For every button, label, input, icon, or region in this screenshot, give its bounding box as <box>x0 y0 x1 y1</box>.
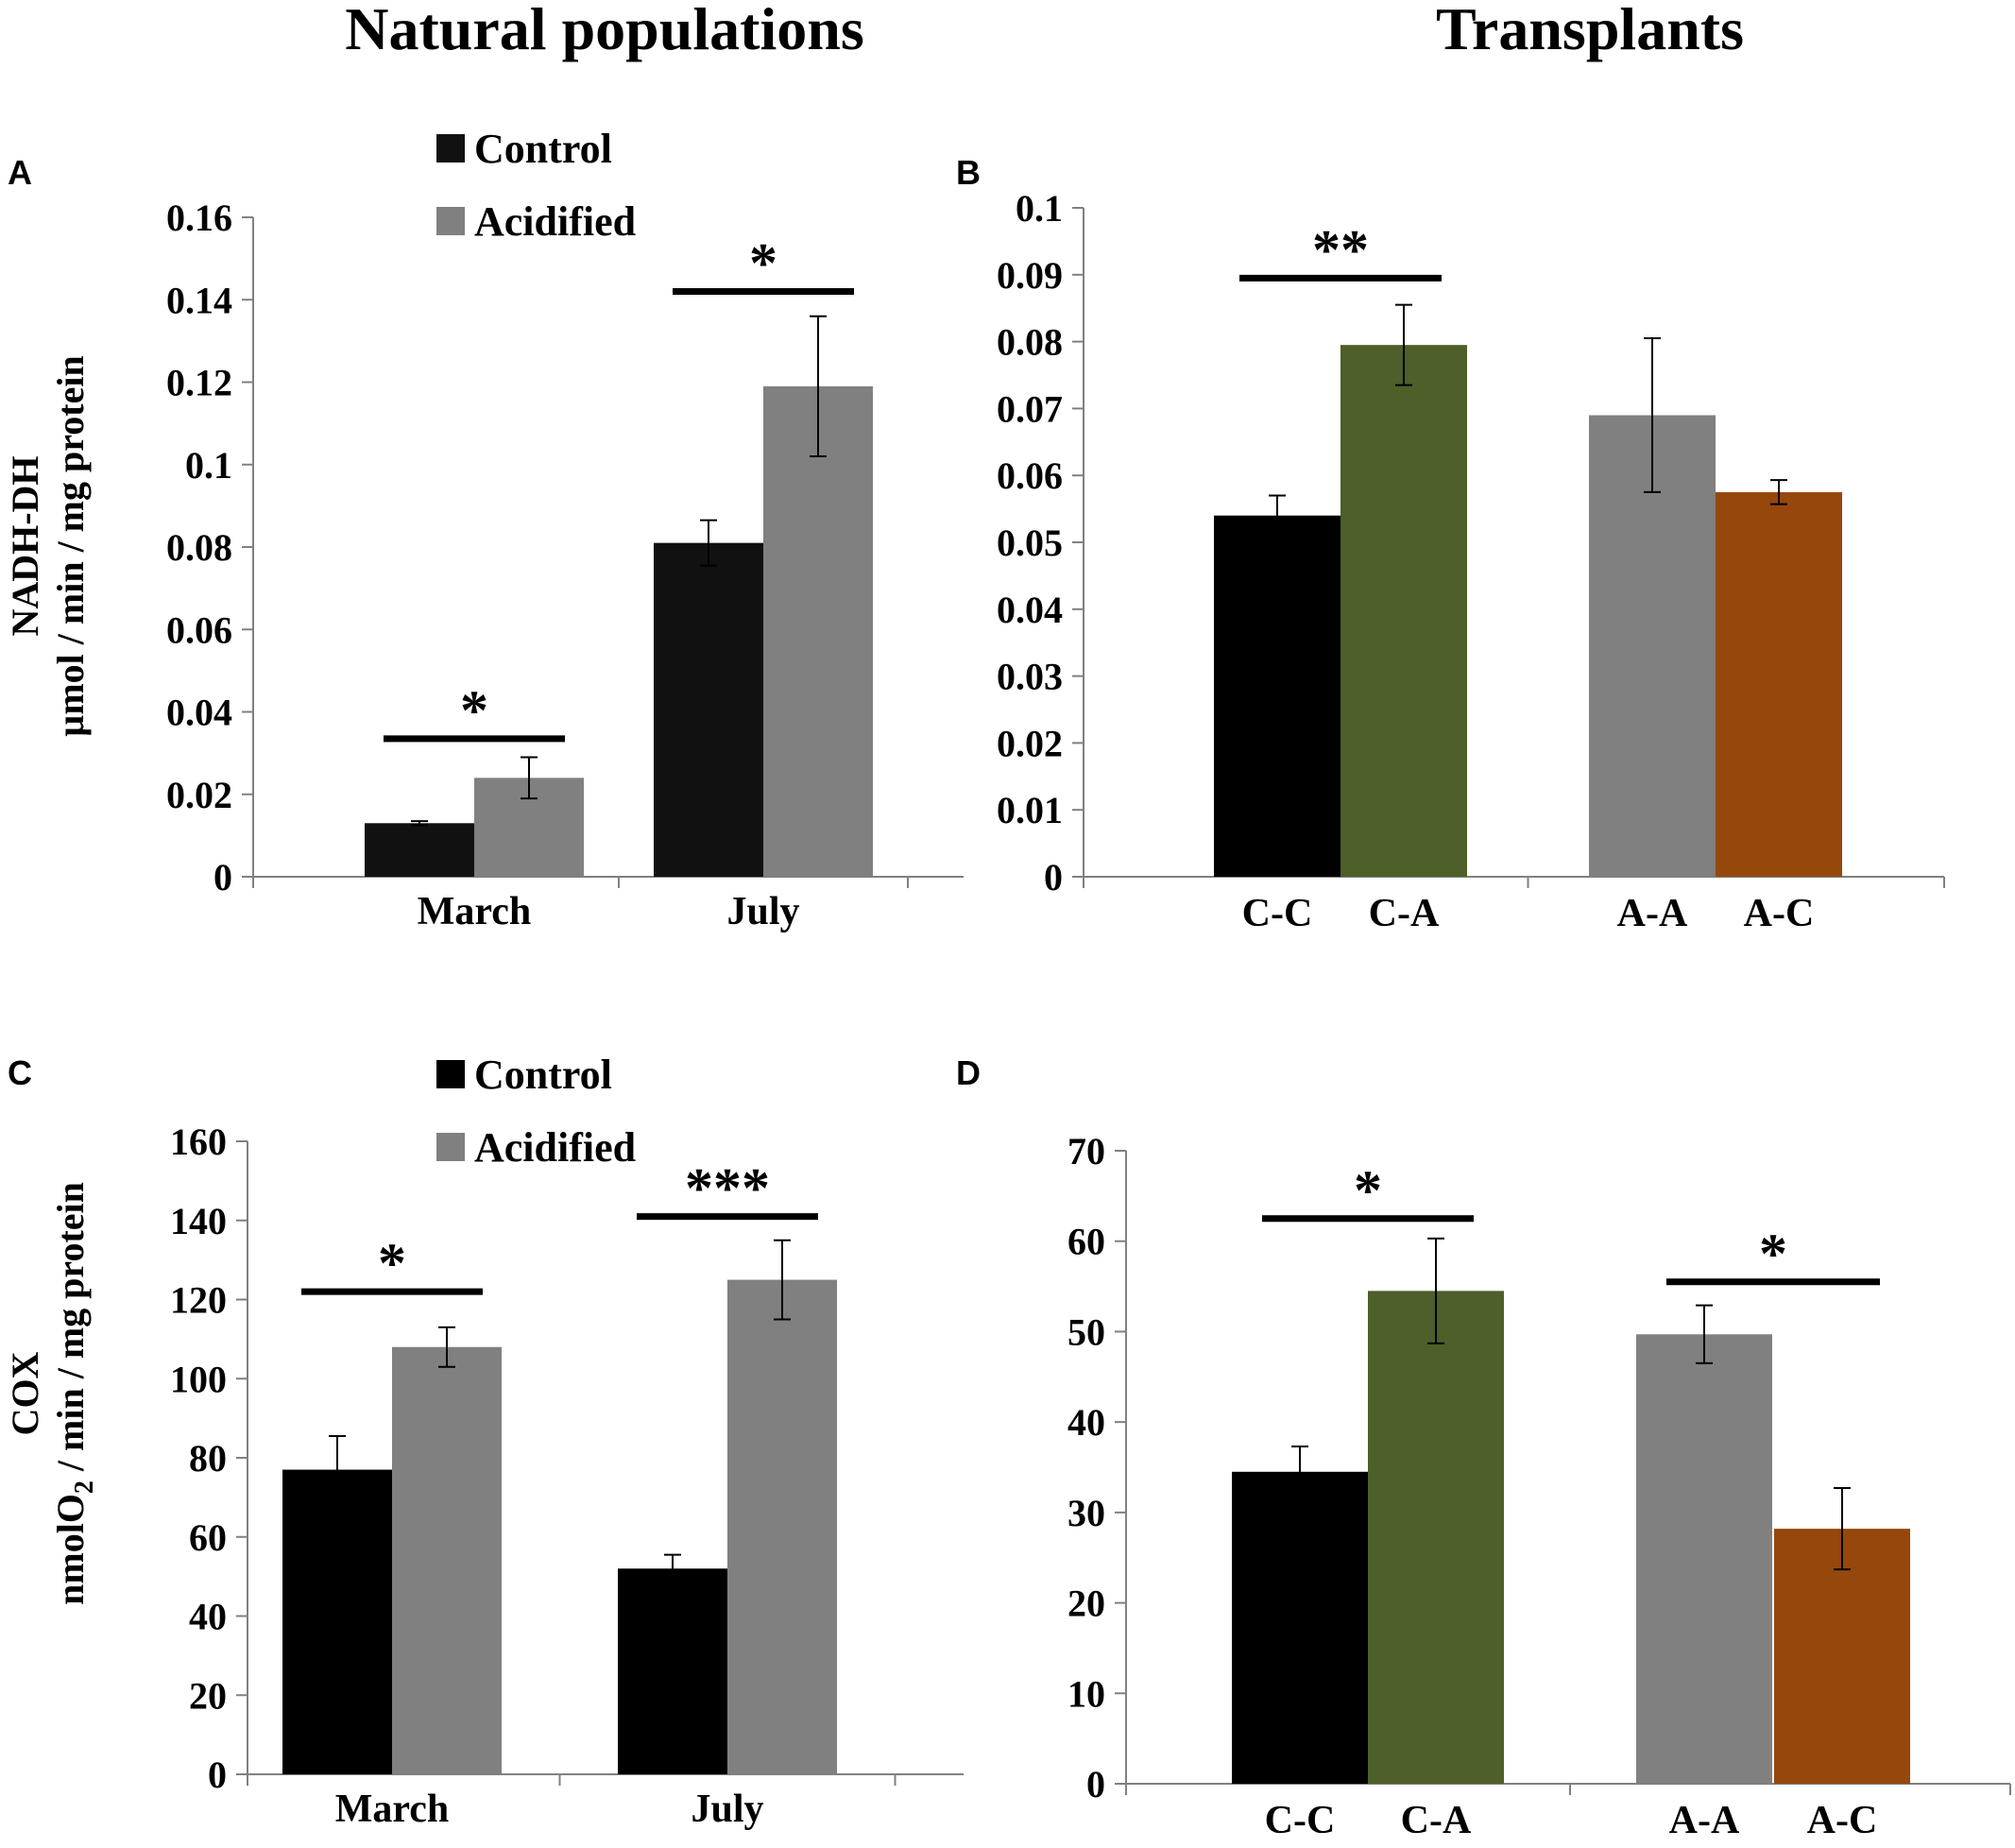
legend-swatch-control <box>436 134 465 163</box>
y-tick-label: 0.02 <box>166 774 232 816</box>
significance-stars: ** <box>1312 218 1369 281</box>
y-tick-label: 20 <box>1067 1583 1105 1625</box>
significance-stars: * <box>1354 1159 1382 1222</box>
y-tick-label: 0 <box>213 856 232 898</box>
y-tick-label: 160 <box>170 1121 227 1163</box>
x-category-label: C-C <box>1265 1799 1336 1842</box>
bar-c-a <box>1368 1291 1504 1784</box>
title-transplants: Transplants <box>1436 0 1744 62</box>
y-tick-label: 20 <box>189 1674 227 1717</box>
y-tick-label: 0.03 <box>997 656 1063 698</box>
legend-label-control: Control <box>474 126 612 172</box>
x-category-label: C-A <box>1401 1799 1472 1842</box>
y-tick-label: 0.06 <box>166 608 232 651</box>
bar-march-acidified <box>392 1346 502 1774</box>
bar-july-acidified <box>763 385 873 877</box>
significance-stars: * <box>378 1232 406 1294</box>
y-tick-label: 40 <box>1067 1401 1105 1444</box>
y-tick-label: 0.1 <box>1016 187 1063 230</box>
bar-march-control <box>365 823 474 877</box>
y-tick-label: 70 <box>1067 1130 1105 1172</box>
panel-letter: D <box>956 1053 981 1092</box>
y-axis-label-units-subscript: 2 <box>70 1480 99 1494</box>
y-tick-label: 0.09 <box>997 254 1063 297</box>
x-category-label: July <box>726 890 799 933</box>
y-axis-label-units-rest: / min / mg protein <box>49 1182 92 1480</box>
y-tick-label: 0 <box>1086 1763 1105 1805</box>
bar-c-c <box>1214 515 1340 877</box>
y-tick-label: 0.04 <box>166 692 232 734</box>
y-tick-label: 0.12 <box>166 362 232 404</box>
x-category-label: A-A <box>1669 1799 1740 1842</box>
legend-label-acidified: Acidified <box>474 1124 636 1171</box>
y-tick-label: 0.14 <box>166 279 232 321</box>
y-tick-label: 30 <box>1067 1492 1105 1534</box>
legend-swatch-acidified <box>436 207 465 235</box>
bar-march-control <box>282 1469 392 1774</box>
bar-c-c <box>1232 1471 1368 1784</box>
x-category-label: March <box>418 890 532 933</box>
y-tick-label: 0.07 <box>997 387 1063 430</box>
y-tick-label: 80 <box>189 1437 227 1480</box>
y-tick-label: 100 <box>170 1358 227 1400</box>
bar-a-c <box>1774 1529 1910 1784</box>
significance-stars: * <box>460 679 488 742</box>
y-tick-label: 50 <box>1067 1310 1105 1353</box>
significance-stars: * <box>1759 1223 1787 1285</box>
y-axis-label-title: NADH-DH <box>4 455 46 636</box>
panel-letter: B <box>956 153 981 192</box>
y-tick-label: 0.04 <box>997 589 1063 631</box>
y-axis-label-units: nmolO2 / min / mg protein <box>49 1182 99 1605</box>
y-axis-label-units-main: nmolO <box>49 1494 92 1605</box>
y-tick-label: 0.06 <box>997 454 1063 497</box>
legend-swatch-control <box>436 1060 465 1088</box>
panel-a: A 0 0.02 0.04 0.06 0.08 0.1 0.12 0.14 0.16 March Ju… <box>4 126 964 933</box>
y-tick-label: 0.1 <box>185 444 232 487</box>
x-category-label: March <box>335 1788 450 1831</box>
x-category-label: C-A <box>1369 892 1440 935</box>
y-tick-label: 0.02 <box>997 722 1063 764</box>
legend-swatch-acidified <box>436 1133 465 1161</box>
significance-stars: * <box>749 232 777 295</box>
y-tick-label: 60 <box>189 1516 227 1559</box>
bar-c-a <box>1340 345 1467 877</box>
x-category-label: A-C <box>1744 892 1815 935</box>
x-category-label: A-C <box>1807 1799 1878 1842</box>
y-axis-label-title: COX <box>4 1351 46 1435</box>
bar-july-control <box>654 542 763 877</box>
x-category-label: C-C <box>1242 892 1313 935</box>
y-tick-label: 0.05 <box>997 522 1063 564</box>
bar-a-a <box>1636 1334 1772 1784</box>
y-tick-label: 0.08 <box>997 321 1063 364</box>
bar-a-c <box>1716 491 1842 877</box>
y-tick-label: 120 <box>170 1279 227 1322</box>
y-tick-label: 0 <box>1044 856 1063 898</box>
y-tick-label: 40 <box>189 1596 227 1638</box>
legend-label-control: Control <box>474 1052 612 1098</box>
y-tick-label: 0.01 <box>997 789 1063 831</box>
y-tick-label: 140 <box>170 1200 227 1242</box>
significance-stars: *** <box>685 1157 770 1220</box>
panel-letter: A <box>8 153 32 192</box>
y-tick-label: 10 <box>1067 1672 1105 1715</box>
bar-july-control <box>618 1568 727 1774</box>
panel-b: B 0 0.01 0.02 0.03 0.04 0.05 0.06 0.07 0.08 0.09 0.… <box>956 153 1945 935</box>
legend-label-acidified: Acidified <box>474 198 636 245</box>
panel-letter: C <box>8 1053 32 1092</box>
panel-d: D 0 10 20 30 40 50 60 70 C-C C-A A-A A-C * * <box>956 1053 2011 1842</box>
x-category-label: A-A <box>1617 892 1688 935</box>
y-tick-label: 0 <box>208 1754 227 1796</box>
y-axis-label-units: µmol / min / mg protein <box>49 355 92 736</box>
bar-july-acidified <box>727 1279 837 1774</box>
y-tick-label: 0.16 <box>166 197 232 239</box>
x-category-label: July <box>691 1788 763 1831</box>
title-natural-populations: Natural populations <box>345 0 863 62</box>
y-tick-label: 60 <box>1067 1221 1105 1263</box>
y-tick-label: 0.08 <box>166 526 232 569</box>
